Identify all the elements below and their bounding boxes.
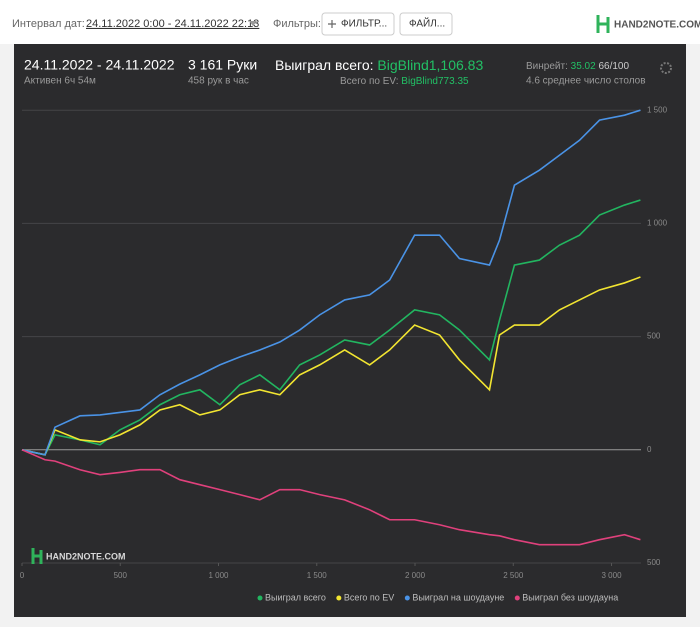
x-tick-label: 500 <box>114 571 128 580</box>
series-line <box>21 199 641 456</box>
watermark: HAND2NOTE.COM <box>46 551 126 561</box>
legend-swatch <box>514 595 520 601</box>
hands: 3 161 Руки <box>188 57 257 73</box>
y-tick-label: 1 000 <box>647 219 668 228</box>
filter-button-label: ФИЛЬТР... <box>341 19 387 30</box>
caret <box>249 21 257 26</box>
file-button[interactable] <box>399 12 453 36</box>
panel <box>14 44 686 617</box>
y-tick-label: 0 <box>647 445 652 454</box>
date-dropdown[interactable]: 24.11.2022 0:00 - 24.11.2022 22:13 <box>86 18 259 30</box>
legend-label: Выиграл без шоудауна <box>522 592 618 602</box>
y-tick-label: 500 <box>647 332 661 341</box>
series-line <box>21 449 641 546</box>
ev-label: Всего по EV: <box>340 76 399 87</box>
x-tick-label: 0 <box>20 571 25 580</box>
winrate-label: Винрейт: <box>526 61 568 72</box>
legend-label: Выиграл всего <box>265 592 326 602</box>
tables: 4.6 среднее число столов <box>526 76 646 87</box>
plot: 500 0 500 1 000 1 500 0 500 1 000 1 500 2 000 2 50… <box>20 105 668 602</box>
legend-swatch <box>257 595 263 601</box>
logo: HAND2NOTE.COM <box>614 20 700 31</box>
series-line <box>21 109 641 456</box>
period: 24.11.2022 - 24.11.2022 <box>24 57 175 73</box>
x-tick-label: 1 500 <box>307 571 328 580</box>
x-tick-label: 1 000 <box>208 571 229 580</box>
file-button-label: ФАЙЛ... <box>409 17 445 30</box>
legend-swatch <box>404 595 410 601</box>
won-value: BigBlind1,106.83 <box>377 57 483 73</box>
y-tick-label: 500 <box>647 558 661 567</box>
winrate-value: 35.02 <box>571 61 596 72</box>
y-tick-label: 1 500 <box>647 105 668 114</box>
x-tick-label: 2 500 <box>503 571 524 580</box>
won: Выиграл всего: BigBlind1,106.83 <box>275 57 483 73</box>
logo-icon <box>596 15 610 33</box>
active: Активен 6ч 54м <box>24 76 96 87</box>
legend-label: Выиграл на шоудауне <box>412 592 504 602</box>
series-line <box>21 276 641 456</box>
watermark-icon <box>31 548 43 564</box>
ev: Всего по EV: BigBlind773.35 <box>340 76 469 87</box>
settings-icon[interactable] <box>660 62 672 74</box>
plus-icon <box>328 20 336 28</box>
filters-label: Фильтры: <box>273 18 321 30</box>
ev-value: BigBlind773.35 <box>401 76 469 87</box>
won-label: Выиграл всего: <box>275 57 374 73</box>
legend-label: Всего по EV <box>344 592 394 602</box>
x-tick-label: 3 000 <box>602 571 623 580</box>
date-label: Интервал дат: <box>12 18 85 30</box>
filter-button[interactable] <box>321 12 395 36</box>
legend-swatch <box>336 595 342 601</box>
x-tick-label: 2 000 <box>405 571 426 580</box>
winrate-unit: 66/100 <box>598 61 629 72</box>
winrate: Винрейт: 35.02 66/100 <box>526 61 629 72</box>
hands-per-hour: 458 рук в час <box>188 76 249 87</box>
